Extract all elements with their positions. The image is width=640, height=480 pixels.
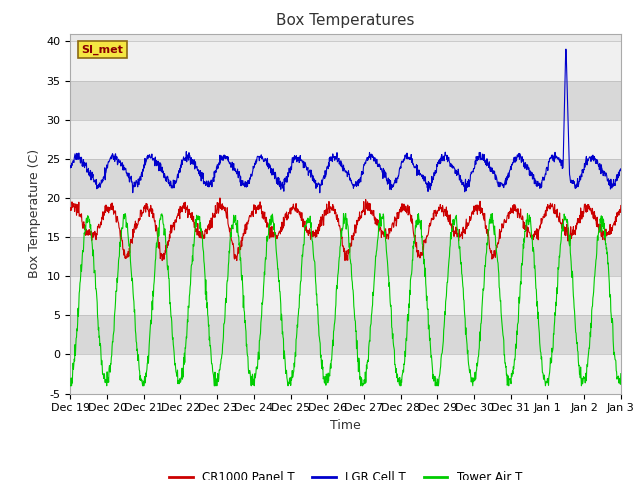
Y-axis label: Box Temperature (C): Box Temperature (C) [28, 149, 41, 278]
Bar [70, 159, 621, 198]
Bar [70, 198, 621, 237]
X-axis label: Time: Time [330, 419, 361, 432]
Title: Box Temperatures: Box Temperatures [276, 13, 415, 28]
Bar [70, 237, 621, 276]
Bar [70, 81, 621, 120]
Text: SI_met: SI_met [81, 44, 124, 55]
Bar [70, 354, 621, 394]
Legend: CR1000 Panel T, LGR Cell T, Tower Air T: CR1000 Panel T, LGR Cell T, Tower Air T [164, 466, 527, 480]
Bar [70, 315, 621, 354]
Bar [70, 120, 621, 159]
Bar [70, 276, 621, 315]
Bar [70, 41, 621, 81]
